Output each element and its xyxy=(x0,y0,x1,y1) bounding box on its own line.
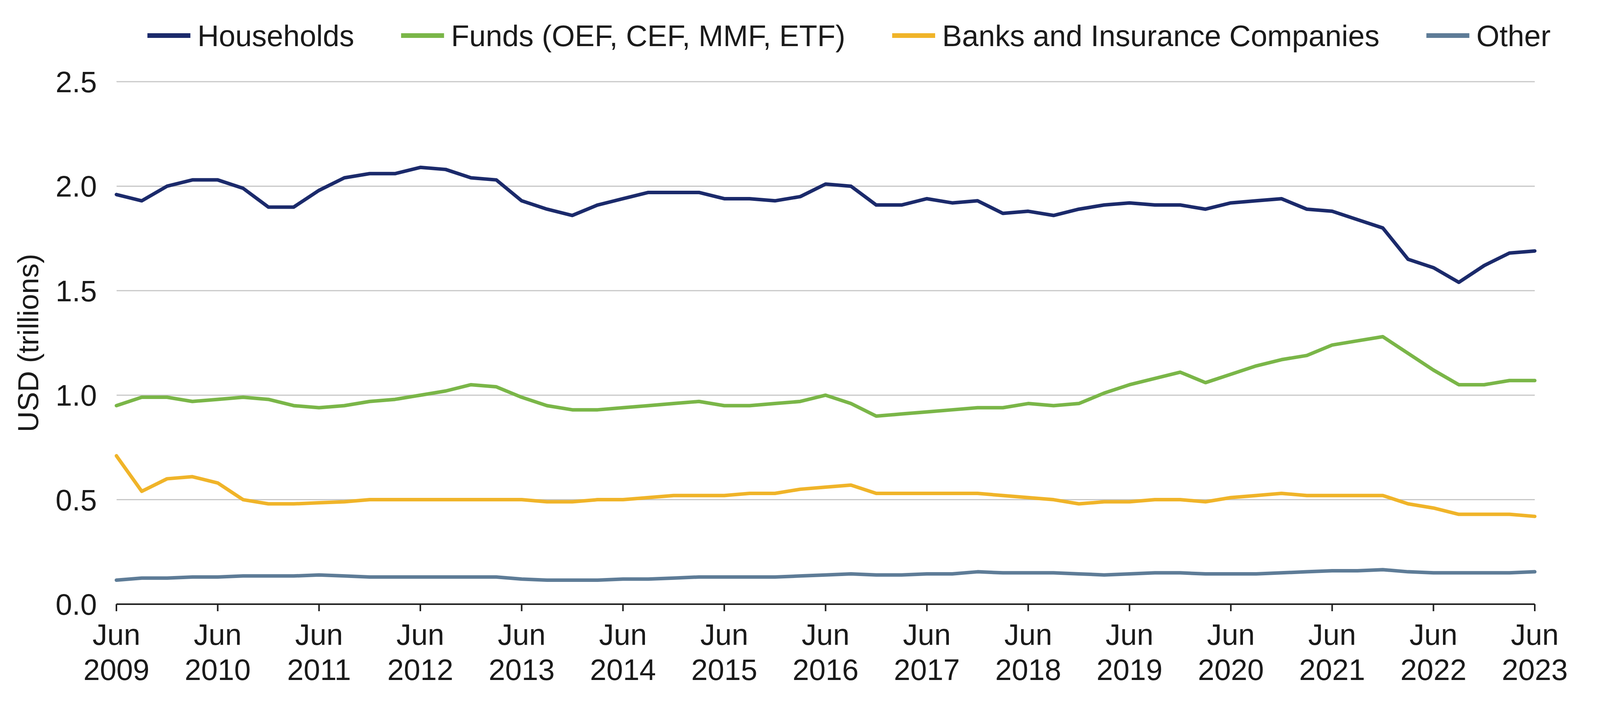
legend-swatch xyxy=(401,33,445,38)
x-tick xyxy=(216,603,219,611)
x-tick-label: Jun2021 xyxy=(1299,617,1366,686)
x-tick-label-line: 2016 xyxy=(792,652,859,686)
x-tick-label: Jun2012 xyxy=(387,617,454,686)
series-line xyxy=(116,569,1535,581)
x-tick-label: Jun2010 xyxy=(184,617,251,686)
x-tick-label-line: Jun xyxy=(497,617,546,651)
y-tick-label: 1.5 xyxy=(55,274,97,308)
x-tick xyxy=(1331,603,1333,611)
x-tick-label-line: Jun xyxy=(599,617,648,651)
x-tick-label-line: 2012 xyxy=(387,652,454,686)
legend: Households Funds (OEF, CEF, MMF, ETF) Bank… xyxy=(147,19,1551,53)
x-tick-label: Jun2014 xyxy=(589,617,656,686)
x-tick-label-line: Jun xyxy=(1105,617,1154,651)
x-tick-label-line: 2019 xyxy=(1096,652,1163,686)
x-tick-label: Jun2020 xyxy=(1197,617,1264,686)
grid xyxy=(116,81,1535,500)
series-line xyxy=(116,167,1535,283)
y-tick-label: 0.0 xyxy=(55,587,97,621)
x-tick-label: Jun2009 xyxy=(83,617,150,686)
x-tick-label-line: 2022 xyxy=(1400,652,1467,686)
legend-label: Banks and Insurance Companies xyxy=(942,19,1380,53)
legend-swatch xyxy=(892,33,936,38)
series-line xyxy=(116,336,1535,416)
x-tick-label-line: Jun xyxy=(1004,617,1053,651)
x-tick-label: Jun2022 xyxy=(1400,617,1467,686)
legend-swatch xyxy=(1426,33,1470,38)
y-axis: 0.0 0.5 1.0 1.5 2.0 2.5 xyxy=(55,65,117,621)
x-tick xyxy=(622,603,624,611)
x-tick-label-line: Jun xyxy=(396,617,445,651)
x-tick-label-line: 2013 xyxy=(488,652,555,686)
x-tick-label-line: 2023 xyxy=(1501,652,1568,686)
y-tick-label: 2.0 xyxy=(55,169,97,203)
x-tick-label-line: 2020 xyxy=(1197,652,1264,686)
x-tick-label-line: 2011 xyxy=(287,652,351,686)
x-tick-label: Jun2018 xyxy=(995,617,1062,686)
x-tick-label-line: Jun xyxy=(294,617,343,651)
x-tick-label-line: 2021 xyxy=(1299,652,1366,686)
x-tick-label-line: Jun xyxy=(801,617,850,651)
legend-label: Other xyxy=(1476,19,1551,53)
y-tick-label: 1.0 xyxy=(55,378,97,412)
x-tick-label: Jun2017 xyxy=(893,617,960,686)
x-tick xyxy=(723,603,725,611)
x-tick xyxy=(419,603,422,611)
y-tick-label: 0.5 xyxy=(55,483,97,517)
x-tick xyxy=(318,603,320,611)
x-tick-label-line: 2015 xyxy=(691,652,758,686)
x-tick-label-line: Jun xyxy=(903,617,952,651)
y-axis-line xyxy=(116,81,117,604)
x-tick-label: Jun2023 xyxy=(1501,617,1568,686)
y-axis-title: USD (trillions) xyxy=(12,253,45,432)
x-tick-label-line: Jun xyxy=(700,617,749,651)
grid-line xyxy=(116,81,1535,83)
x-tick-label: Jun2015 xyxy=(691,617,758,686)
x-tick xyxy=(115,603,118,611)
x-tick-label-line: Jun xyxy=(1308,617,1357,651)
grid-line xyxy=(116,498,1535,500)
grid-line xyxy=(116,289,1535,292)
x-tick-label-line: 2010 xyxy=(184,652,251,686)
x-tick-label-line: Jun xyxy=(1409,617,1458,651)
x-tick xyxy=(520,603,523,611)
x-tick xyxy=(1027,603,1029,611)
x-tick-label: Jun2019 xyxy=(1096,617,1163,686)
x-tick xyxy=(825,603,827,611)
x-tick-label-line: 2014 xyxy=(589,652,656,686)
x-tick xyxy=(1432,603,1435,611)
x-axis: Jun2009Jun2010Jun2011Jun2012Jun2013Jun20… xyxy=(83,603,1568,686)
x-tick-label-line: Jun xyxy=(1510,617,1559,651)
legend-label: Households xyxy=(197,19,354,53)
legend-swatch xyxy=(147,33,191,38)
x-tick-label-line: 2009 xyxy=(83,652,150,686)
x-tick-label-line: Jun xyxy=(92,617,141,651)
x-tick-label-line: Jun xyxy=(193,617,242,651)
legend-label: Funds (OEF, CEF, MMF, ETF) xyxy=(451,19,846,53)
chart: 0.00.51.01.52.02.5USD (trillions)Jun2009… xyxy=(0,0,1600,705)
y-tick-label: 2.5 xyxy=(55,65,97,99)
x-tick-label: Jun2016 xyxy=(792,617,859,686)
x-tick-label: Jun2013 xyxy=(488,617,555,686)
lines xyxy=(116,167,1535,580)
x-tick-label-line: Jun xyxy=(1207,617,1256,651)
x-tick-label: Jun2011 xyxy=(287,617,351,686)
x-tick-label-line: 2017 xyxy=(893,652,960,686)
x-tick xyxy=(1230,603,1232,611)
x-tick xyxy=(1533,603,1536,611)
x-tick xyxy=(926,603,928,611)
x-tick-label-line: 2018 xyxy=(995,652,1062,686)
series-line xyxy=(116,455,1535,517)
x-tick xyxy=(1128,603,1131,611)
